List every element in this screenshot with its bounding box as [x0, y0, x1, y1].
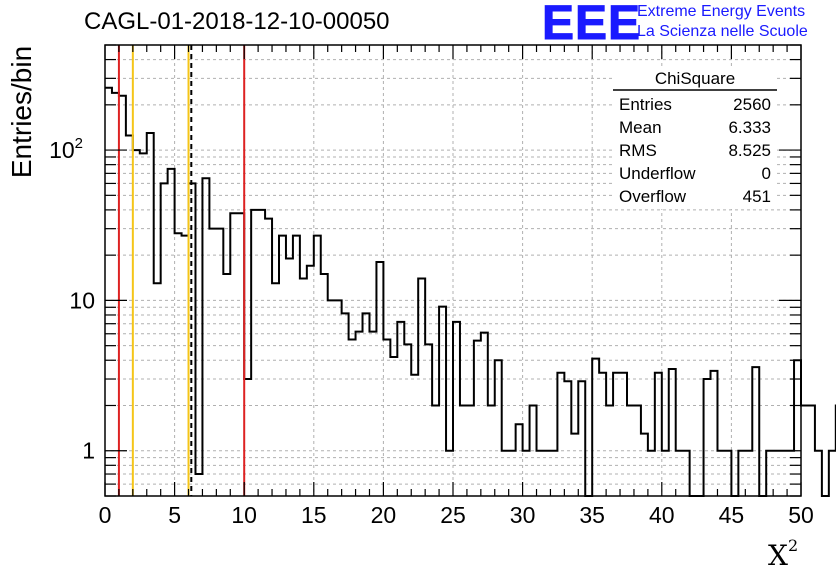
grid	[105, 45, 801, 496]
stats-row-label: Mean	[619, 118, 662, 137]
x-tick-label: 25	[440, 502, 466, 528]
x-tick-label: 20	[371, 502, 397, 528]
x-tick-label: 5	[168, 502, 181, 528]
y-tick-label: 102	[49, 135, 83, 163]
x-tick-label: 45	[719, 502, 745, 528]
x-tick-label: 50	[788, 502, 814, 528]
y-tick-label-base: 10	[49, 137, 75, 163]
stats-row-label: Underflow	[619, 164, 696, 183]
stats-row-value: 0	[762, 164, 771, 183]
chart-title: CAGL-01-2018-12-10-00050	[84, 8, 390, 35]
y-tick-label-exponent: 2	[75, 135, 83, 152]
x-axis-label-superscript: 2	[787, 536, 799, 555]
y-tick-label: 1	[82, 438, 95, 464]
stats-row-value: 451	[743, 187, 771, 206]
vertical-marker-lines	[117, 45, 246, 496]
stats-row-label: Overflow	[619, 187, 687, 206]
x-axis-label-text: X	[768, 539, 788, 572]
logo-subtitle-line1: Extreme Energy Events	[637, 3, 806, 20]
y-tick-label: 10	[69, 287, 95, 313]
x-tick-label: 10	[231, 502, 257, 528]
stats-box-title: ChiSquare	[655, 69, 735, 88]
stats-row-label: Entries	[619, 95, 672, 114]
stats-row-value: 8.525	[728, 141, 771, 160]
x-tick-label: 40	[649, 502, 675, 528]
x-tick-label: 15	[301, 502, 327, 528]
x-tick-label: 30	[510, 502, 536, 528]
stats-row-value: 2560	[733, 95, 771, 114]
eee-logo: EEE	[541, 0, 642, 50]
stats-box: ChiSquare Entries 2560 Mean 6.333 RMS 8.525 Und…	[613, 66, 777, 209]
stats-row-label: RMS	[619, 141, 657, 160]
x-tick-label: 35	[579, 502, 605, 528]
logo-subtitle-line2: La Scienza nelle Scuole	[637, 23, 808, 40]
stats-row-value: 6.333	[728, 118, 771, 137]
x-tick-label: 0	[99, 502, 112, 528]
x-axis-label: X2	[768, 536, 798, 572]
